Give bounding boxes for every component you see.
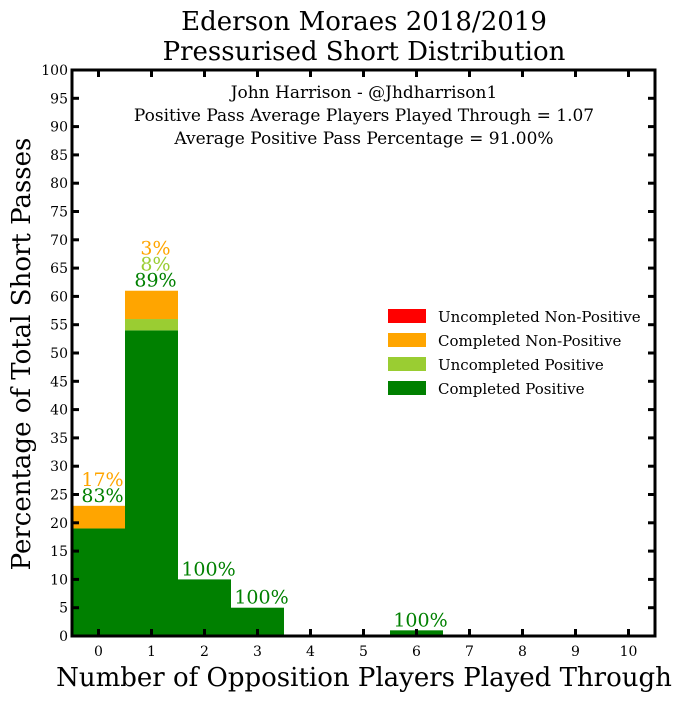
y-tick-label-90: 90 — [50, 120, 68, 136]
y-tick-label-15: 15 — [50, 544, 68, 560]
y-tick-label-70: 70 — [50, 233, 68, 249]
legend-swatch-completed-positive — [388, 381, 426, 395]
y-tick-label-40: 40 — [50, 403, 68, 419]
y-tick-label-55: 55 — [50, 318, 68, 334]
x-tick-label-9: 9 — [571, 644, 580, 660]
legend-label-completed-non-positive: Completed Non-Positive — [438, 332, 621, 350]
bar-label-2-0: 100% — [181, 558, 235, 580]
x-tick-label-1: 1 — [147, 644, 156, 660]
legend-label-uncompleted-positive: Uncompleted Positive — [438, 356, 604, 374]
x-tick-label-2: 2 — [200, 644, 209, 660]
legend-swatch-completed-non-positive — [388, 333, 426, 347]
y-tick-label-20: 20 — [50, 516, 68, 532]
x-tick-label-10: 10 — [620, 644, 638, 660]
bar-label-1-2: 89% — [134, 270, 176, 292]
bar-uncompleted-positive-1 — [125, 319, 178, 331]
y-tick-label-10: 10 — [50, 572, 68, 588]
x-tick-label-7: 7 — [465, 644, 474, 660]
y-tick-label-75: 75 — [50, 205, 68, 221]
chart-title: Ederson Moraes 2018/2019 — [181, 7, 547, 37]
bar-label-6-0: 100% — [393, 609, 447, 631]
bar-label-0-1: 83% — [81, 485, 123, 507]
legend-label-completed-positive: Completed Positive — [438, 380, 585, 398]
y-tick-label-45: 45 — [50, 374, 68, 390]
bar-label-3-0: 100% — [234, 587, 288, 609]
y-tick-label-65: 65 — [50, 261, 68, 277]
x-tick-label-0: 0 — [94, 644, 103, 660]
y-tick-label-80: 80 — [50, 176, 68, 192]
y-tick-label-85: 85 — [50, 148, 68, 164]
y-tick-label-30: 30 — [50, 459, 68, 475]
bar-completed-positive-0 — [72, 528, 125, 636]
bar-completed-non-positive-0 — [72, 505, 125, 529]
annotation-avg-percentage: Average Positive Pass Percentage = 91.00… — [173, 129, 553, 149]
y-tick-label-5: 5 — [59, 601, 68, 617]
legend-swatch-uncompleted-non-positive — [388, 309, 426, 323]
legend: Uncompleted Non-Positive Completed Non-Po… — [388, 308, 641, 398]
legend-label-uncompleted-non-positive: Uncompleted Non-Positive — [438, 308, 641, 326]
bar-labels-layer: 17%83% 3%8%89% 100% 100% 100% — [81, 238, 447, 632]
y-axis-label: Percentage of Total Short Passes — [7, 138, 37, 571]
bar-completed-positive-2 — [178, 579, 231, 636]
bar-label-0-0: 17% — [81, 469, 123, 491]
y-tick-label-60: 60 — [50, 289, 68, 305]
x-tick-label-4: 4 — [306, 644, 315, 660]
x-tick-label-6: 6 — [412, 644, 421, 660]
y-tick-label-50: 50 — [50, 346, 68, 362]
bar-completed-non-positive-1 — [125, 290, 178, 320]
annotation-author: John Harrison - @Jhdharrison1 — [229, 83, 498, 103]
x-tick-label-5: 5 — [359, 644, 368, 660]
annotation-avg-players: Positive Pass Average Players Played Thr… — [134, 106, 594, 126]
axes-layer: 0510152025303540455055606570758085909510… — [41, 63, 657, 660]
x-axis-label: Number of Opposition Players Played Thro… — [56, 663, 672, 693]
bar-label-1-0: 3% — [140, 238, 170, 260]
legend-swatch-uncompleted-positive — [388, 357, 426, 371]
bars-layer — [72, 290, 443, 636]
y-tick-label-100: 100 — [41, 63, 68, 79]
chart-subtitle: Pressurised Short Distribution — [163, 37, 566, 67]
bar-label-1-1: 8% — [140, 254, 170, 276]
y-tick-label-35: 35 — [50, 431, 68, 447]
y-tick-label-0: 0 — [59, 629, 68, 645]
y-tick-label-25: 25 — [50, 488, 68, 504]
y-tick-label-95: 95 — [50, 91, 68, 107]
bar-completed-positive-1 — [125, 330, 178, 636]
x-tick-label-8: 8 — [518, 644, 527, 660]
x-tick-label-3: 3 — [253, 644, 262, 660]
